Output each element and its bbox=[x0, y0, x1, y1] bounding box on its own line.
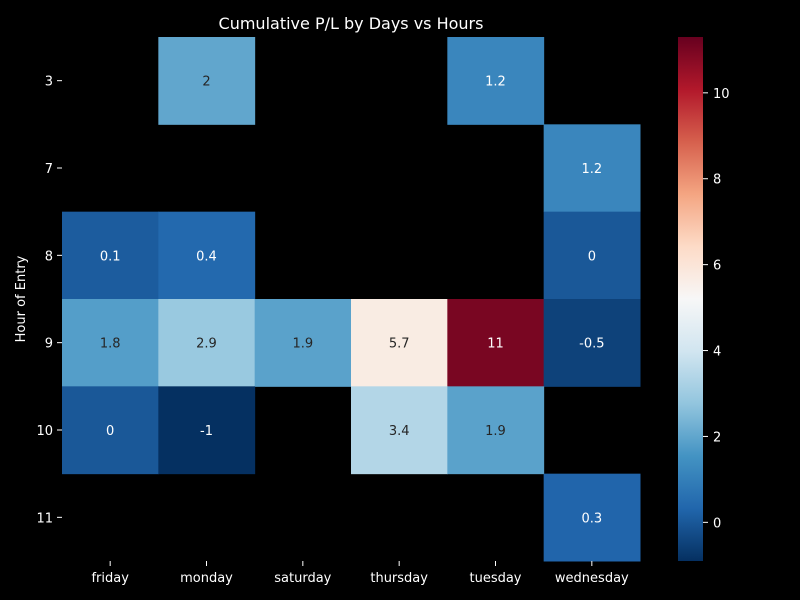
heatmap-cell bbox=[254, 299, 352, 387]
cell-annotations: 2 1.2 1.2 0.1 0.4 0 1.8 2.9 1.9 5.7 11 -0.5 0 -1 3.4 1.… bbox=[100, 75, 605, 527]
cell-value-label: 5.7 bbox=[389, 337, 410, 352]
y-tick-label: 9 bbox=[45, 337, 53, 352]
heatmap-cell bbox=[447, 386, 545, 475]
heatmap-cell bbox=[447, 37, 545, 125]
colorbar bbox=[678, 37, 703, 561]
colorbar-tick-label: 0 bbox=[713, 516, 721, 531]
y-axis-label: Hour of Entry bbox=[14, 255, 29, 342]
heatmap-cell bbox=[158, 37, 256, 125]
heatmap-cells bbox=[62, 37, 641, 562]
cell-value-label: 0.3 bbox=[581, 511, 602, 526]
heatmap-cell bbox=[543, 299, 641, 387]
colorbar-tick-label: 8 bbox=[713, 173, 721, 188]
cell-value-label: 11 bbox=[487, 337, 504, 352]
heatmap-cell bbox=[543, 124, 641, 213]
y-tick-label: 11 bbox=[36, 511, 53, 526]
y-tick-label: 10 bbox=[36, 424, 53, 439]
x-tick-label: wednesday bbox=[555, 571, 629, 586]
heatmap-cell bbox=[158, 299, 256, 387]
cell-value-label: 1.9 bbox=[292, 337, 313, 352]
colorbar-tick-label: 10 bbox=[713, 87, 730, 102]
x-tick-label: thursday bbox=[370, 571, 428, 586]
cell-value-label: 1.2 bbox=[485, 75, 506, 90]
cell-value-label: 0 bbox=[106, 424, 114, 439]
x-axis-ticks: friday monday saturday thursday tuesday wedne… bbox=[91, 561, 629, 586]
y-axis-ticks: 3 7 8 9 10 11 bbox=[36, 75, 62, 526]
cell-value-label: -1 bbox=[200, 424, 213, 439]
cell-value-label: 0.4 bbox=[196, 249, 217, 264]
colorbar-tick-label: 2 bbox=[713, 430, 721, 445]
chart-title: Cumulative P/L by Days vs Hours bbox=[219, 14, 484, 33]
heatmap-cell bbox=[158, 386, 256, 475]
x-tick-label: saturday bbox=[274, 571, 331, 586]
heatmap-cell bbox=[62, 299, 159, 387]
heatmap-cell bbox=[62, 211, 159, 300]
cell-value-label: 1.9 bbox=[485, 424, 506, 439]
cell-value-label: -0.5 bbox=[579, 337, 604, 352]
heatmap-cell bbox=[447, 299, 545, 387]
colorbar-tick-label: 4 bbox=[713, 345, 721, 360]
cell-value-label: 1.8 bbox=[100, 337, 121, 352]
cell-value-label: 3.4 bbox=[389, 424, 410, 439]
x-tick-label: tuesday bbox=[469, 571, 521, 586]
y-tick-label: 7 bbox=[45, 162, 53, 177]
colorbar-ticks: 0 2 4 6 8 10 bbox=[703, 87, 730, 531]
heatmap-cell bbox=[62, 386, 159, 475]
cell-value-label: 1.2 bbox=[581, 162, 602, 177]
colorbar-tick-label: 6 bbox=[713, 259, 721, 274]
cell-value-label: 0.1 bbox=[100, 249, 121, 264]
heatmap-cell bbox=[543, 211, 641, 300]
x-tick-label: friday bbox=[91, 571, 129, 586]
cell-value-label: 2.9 bbox=[196, 337, 217, 352]
cell-value-label: 0 bbox=[588, 249, 596, 264]
heatmap-cell bbox=[351, 386, 448, 475]
y-tick-label: 3 bbox=[45, 75, 53, 90]
y-tick-label: 8 bbox=[45, 249, 53, 264]
x-tick-label: monday bbox=[180, 571, 233, 586]
heatmap-cell bbox=[158, 211, 256, 300]
heatmap-cell bbox=[351, 299, 448, 387]
heatmap-cell bbox=[543, 473, 641, 562]
cell-value-label: 2 bbox=[202, 75, 210, 90]
